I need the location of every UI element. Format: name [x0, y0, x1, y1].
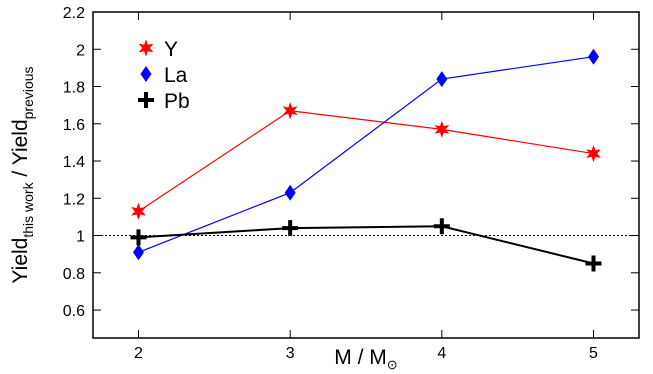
legend-marker-pb — [138, 92, 154, 108]
legend-label-la: La — [164, 64, 188, 87]
data-point-y — [282, 101, 298, 120]
y-tick-label: 1.4 — [63, 154, 85, 171]
y-axis-title: Yieldthis work / Yieldprevious — [9, 66, 36, 283]
y-tick-label: 2.2 — [63, 5, 85, 22]
data-point-pb — [130, 229, 147, 246]
data-point-pb — [282, 220, 299, 237]
data-point-pb — [585, 255, 602, 272]
legend-item-pb: Pb — [138, 90, 190, 113]
x-tick-label: 2 — [134, 345, 143, 362]
series-la — [133, 48, 599, 261]
series-y — [130, 101, 602, 221]
series-line-la — [138, 56, 594, 253]
series-line-y — [138, 110, 594, 212]
legend-label-pb: Pb — [164, 90, 190, 113]
y-tick-label: 1.8 — [63, 80, 85, 97]
data-point-y — [434, 120, 450, 139]
y-tick-label: 0.8 — [63, 266, 85, 283]
x-axis-title: M / M⊙ — [334, 346, 397, 372]
legend-label-y: Y — [164, 38, 178, 61]
x-tick-label: 3 — [286, 345, 295, 362]
x-tick-label: 4 — [437, 345, 446, 362]
plot-frame — [92, 11, 640, 339]
legend: Y La Pb — [138, 38, 190, 113]
y-tick-label: 1 — [76, 229, 85, 246]
y-tick-label: 1.6 — [63, 117, 85, 134]
legend-item-la: La — [140, 64, 188, 87]
x-tick-label: 5 — [589, 345, 598, 362]
data-point-y — [130, 202, 147, 221]
data-point-y — [585, 144, 602, 163]
y-tick-label: 0.6 — [63, 303, 85, 320]
ticks-layer: 2 3 4 5 0.6 0.8 1 1.2 1.4 1.6 1.8 2 2.2 — [63, 5, 639, 362]
y-tick-label: 2 — [76, 42, 85, 59]
data-point-la — [133, 244, 144, 261]
legend-item-y: Y — [138, 38, 178, 61]
data-point-la — [588, 48, 599, 65]
data-point-pb — [433, 218, 450, 235]
data-point-la — [436, 71, 448, 88]
legend-marker-y — [138, 39, 154, 57]
series-line-pb — [138, 225, 594, 265]
series-layer — [130, 48, 602, 272]
data-point-la — [284, 184, 296, 201]
sun-symbol: ⊙ — [387, 357, 398, 372]
series-pb — [130, 218, 602, 272]
legend-marker-la — [140, 66, 152, 82]
y-tick-label: 1.2 — [63, 191, 85, 208]
